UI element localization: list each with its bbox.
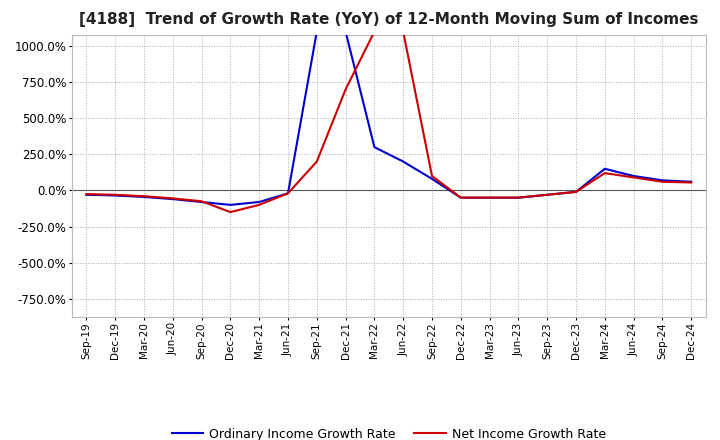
- Ordinary Income Growth Rate: [312, 29, 321, 34]
- Net Income Growth Rate: [658, 179, 667, 184]
- Net Income Growth Rate: [600, 170, 609, 176]
- Ordinary Income Growth Rate: [140, 194, 148, 200]
- Net Income Growth Rate: [284, 191, 292, 196]
- Net Income Growth Rate: [168, 196, 177, 201]
- Net Income Growth Rate: [111, 192, 120, 198]
- Ordinary Income Growth Rate: [226, 202, 235, 208]
- Ordinary Income Growth Rate: [284, 191, 292, 196]
- Ordinary Income Growth Rate: [485, 195, 494, 200]
- Ordinary Income Growth Rate: [658, 178, 667, 183]
- Net Income Growth Rate: [140, 194, 148, 199]
- Net Income Growth Rate: [255, 202, 264, 208]
- Legend: Ordinary Income Growth Rate, Net Income Growth Rate: Ordinary Income Growth Rate, Net Income …: [166, 423, 611, 440]
- Ordinary Income Growth Rate: [629, 173, 638, 179]
- Ordinary Income Growth Rate: [428, 176, 436, 182]
- Line: Ordinary Income Growth Rate: Ordinary Income Growth Rate: [86, 32, 691, 205]
- Net Income Growth Rate: [82, 191, 91, 197]
- Ordinary Income Growth Rate: [197, 199, 206, 205]
- Net Income Growth Rate: [629, 175, 638, 180]
- Net Income Growth Rate: [312, 159, 321, 164]
- Ordinary Income Growth Rate: [543, 192, 552, 198]
- Net Income Growth Rate: [370, 29, 379, 34]
- Ordinary Income Growth Rate: [687, 179, 696, 184]
- Ordinary Income Growth Rate: [514, 195, 523, 200]
- Net Income Growth Rate: [572, 189, 580, 194]
- Net Income Growth Rate: [399, 29, 408, 34]
- Line: Net Income Growth Rate: Net Income Growth Rate: [86, 32, 691, 212]
- Net Income Growth Rate: [485, 195, 494, 200]
- Ordinary Income Growth Rate: [600, 166, 609, 172]
- Ordinary Income Growth Rate: [111, 193, 120, 198]
- Net Income Growth Rate: [226, 209, 235, 215]
- Ordinary Income Growth Rate: [456, 195, 465, 200]
- Net Income Growth Rate: [514, 195, 523, 200]
- Ordinary Income Growth Rate: [82, 192, 91, 198]
- Ordinary Income Growth Rate: [370, 144, 379, 150]
- Net Income Growth Rate: [428, 173, 436, 179]
- Title: [4188]  Trend of Growth Rate (YoY) of 12-Month Moving Sum of Incomes: [4188] Trend of Growth Rate (YoY) of 12-…: [79, 12, 698, 27]
- Ordinary Income Growth Rate: [341, 29, 350, 34]
- Ordinary Income Growth Rate: [572, 189, 580, 194]
- Net Income Growth Rate: [543, 192, 552, 198]
- Net Income Growth Rate: [341, 87, 350, 92]
- Net Income Growth Rate: [197, 198, 206, 204]
- Ordinary Income Growth Rate: [255, 199, 264, 205]
- Ordinary Income Growth Rate: [168, 197, 177, 202]
- Net Income Growth Rate: [687, 180, 696, 185]
- Net Income Growth Rate: [456, 195, 465, 200]
- Ordinary Income Growth Rate: [399, 159, 408, 164]
